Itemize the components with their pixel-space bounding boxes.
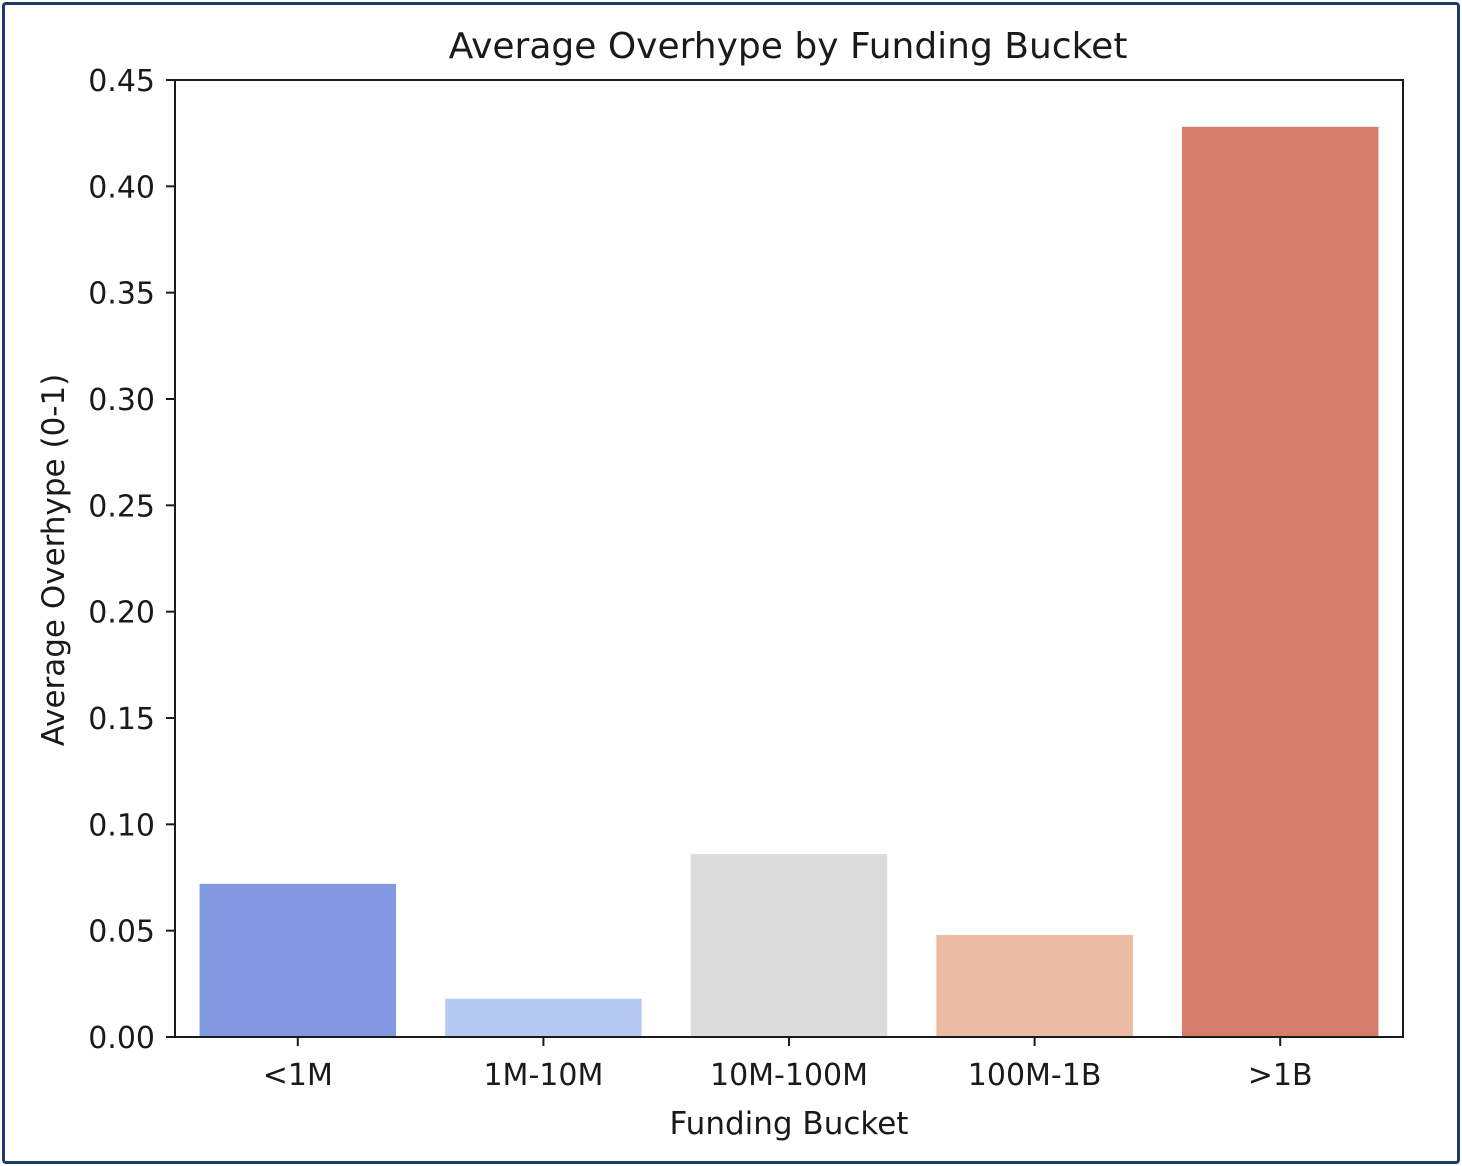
y-tick-label-8: 0.35 — [88, 277, 155, 312]
chart-title: Average Overhype by Funding Bucket — [449, 26, 1128, 67]
bar-4 — [936, 934, 1133, 1037]
x-axis-label: Funding Bucket — [670, 1106, 909, 1142]
y-tick-label-2: 0.05 — [88, 915, 155, 950]
y-axis: 0.00 0.05 0.10 0.15 0.20 0.25 0.30 0.35 0.40 0.45 — [88, 64, 175, 1056]
y-tick-label-10: 0.45 — [88, 64, 155, 99]
bar-3 — [690, 854, 888, 1037]
y-tick-label-4: 0.15 — [88, 702, 155, 737]
bars-group — [199, 126, 1379, 1037]
y-tick-label-5: 0.20 — [88, 596, 155, 631]
x-tick-label-1: <1M — [263, 1058, 333, 1093]
x-axis: <1M 1M-10M 10M-100M 100M-1B >1B — [263, 1037, 1313, 1093]
bar-1 — [199, 883, 397, 1037]
plot-area-frame — [174, 79, 1404, 1038]
y-axis-label: Average Overhype (0-1) — [36, 374, 72, 747]
x-tick-label-2: 1M-10M — [483, 1058, 603, 1093]
bar-5 — [1181, 126, 1379, 1037]
y-tick-label-1: 0.00 — [88, 1021, 155, 1056]
y-tick-label-6: 0.25 — [88, 489, 155, 524]
y-tick-label-3: 0.10 — [88, 808, 155, 843]
y-tick-label-7: 0.30 — [88, 383, 155, 418]
bar-2 — [445, 998, 642, 1037]
x-tick-label-4: 100M-1B — [968, 1058, 1102, 1093]
x-tick-label-5: >1B — [1248, 1058, 1313, 1093]
y-tick-label-9: 0.40 — [88, 170, 155, 205]
x-tick-label-3: 10M-100M — [710, 1058, 868, 1093]
